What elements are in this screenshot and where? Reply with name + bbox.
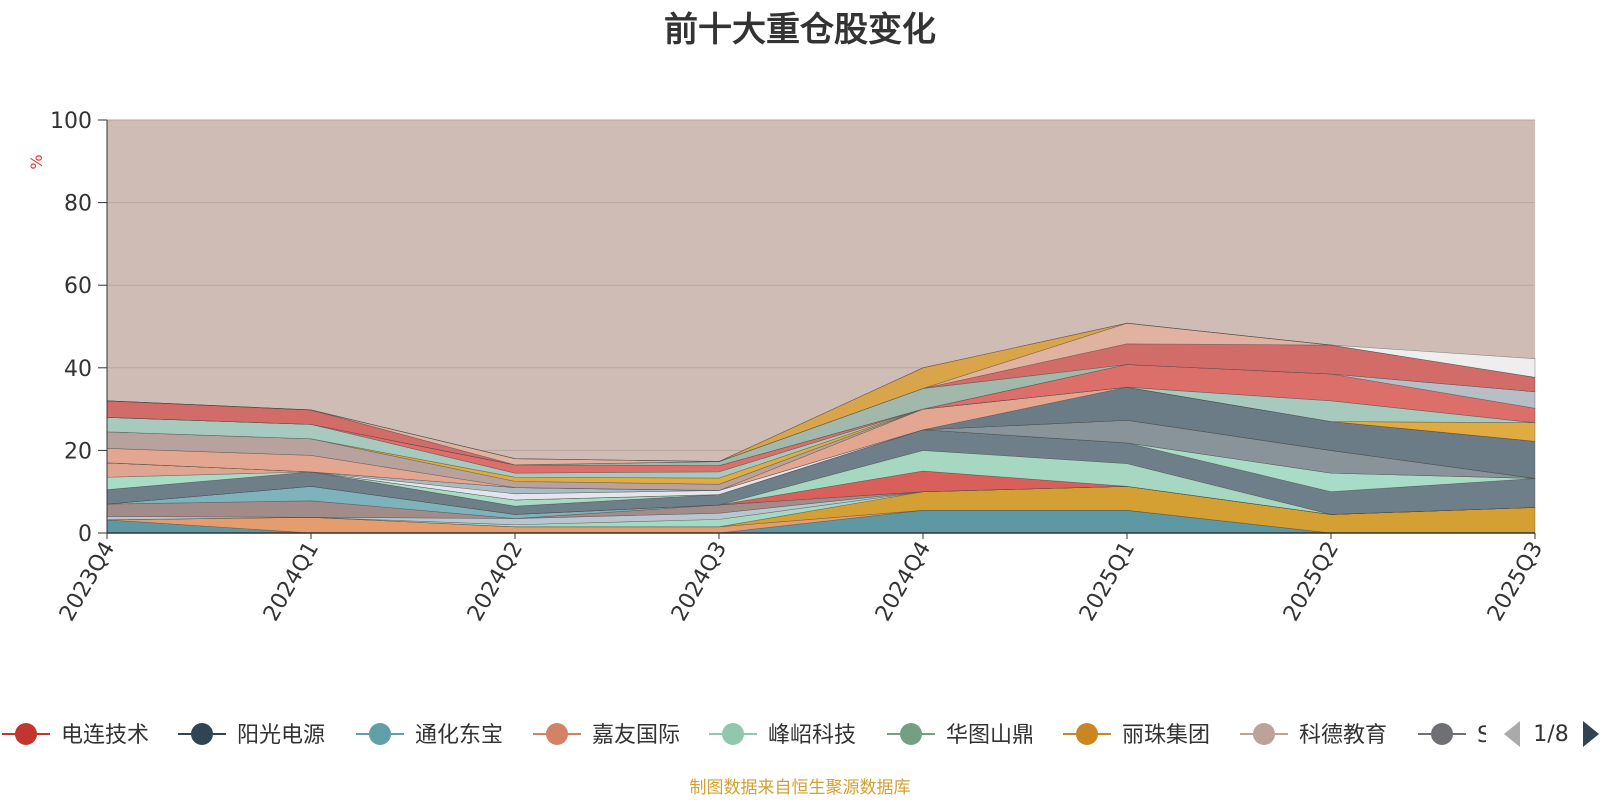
legend-label: 嘉友国际 <box>592 723 680 748</box>
y-tick-label: 40 <box>64 357 92 382</box>
legend-circle-icon <box>546 723 568 745</box>
legend-label: 阳光电源 <box>237 723 325 748</box>
x-tick-label: 2023Q4 <box>55 538 120 626</box>
legend-pager: 1/8 <box>1504 721 1599 747</box>
chart-title: 前十大重仓股变化 <box>664 10 936 50</box>
legend-label: 电连技术 <box>61 723 149 748</box>
y-tick-label: 100 <box>50 109 92 134</box>
x-tick-label: 2024Q3 <box>667 538 732 626</box>
legend-label: 通化东宝 <box>415 723 503 748</box>
legend-label: 华图山鼎 <box>946 723 1034 748</box>
y-tick-label: 20 <box>64 439 92 464</box>
x-tick-labels: 2023Q4 2024Q1 2024Q2 2024Q3 2024Q4 2025Q1 2025… <box>55 533 1548 626</box>
legend-label: 丽珠集团 <box>1122 723 1210 748</box>
x-tick-label: 2024Q2 <box>463 538 528 626</box>
legend-circle-icon <box>722 723 744 745</box>
legend-circle-icon <box>900 723 922 745</box>
legend-prev-icon[interactable] <box>1504 721 1520 747</box>
legend-item[interactable]: 科德教育 <box>1240 723 1387 748</box>
legend-item[interactable]: 嘉友国际 <box>533 723 680 748</box>
legend-circle-icon <box>1253 723 1275 745</box>
axes <box>106 120 1535 534</box>
legend-label: 峰岹科技 <box>768 723 856 748</box>
legend-item[interactable]: S <box>1418 723 1491 748</box>
x-tick-label: 2025Q1 <box>1075 538 1140 626</box>
legend-label: S <box>1477 723 1491 748</box>
x-tick-label: 2024Q1 <box>259 538 324 626</box>
legend-circle-icon <box>15 723 37 745</box>
area-series-s27 <box>106 322 1536 462</box>
x-tick-label: 2024Q4 <box>871 538 936 626</box>
x-tick-label: 2025Q3 <box>1483 538 1548 626</box>
legend-item[interactable]: 丽珠集团 <box>1063 723 1210 748</box>
legend-items: 电连技术 阳光电源 通化东宝 嘉友国际 峰岹科技 华图山鼎 丽珠集团 科德教育 S <box>2 723 1491 748</box>
legend-page-indicator: 1/8 <box>1533 722 1568 747</box>
y-tick-label: 60 <box>64 274 92 299</box>
legend-next-icon[interactable] <box>1583 721 1599 747</box>
legend-circle-icon <box>1431 723 1453 745</box>
y-tick-label: 80 <box>64 192 92 217</box>
legend-item[interactable]: 阳光电源 <box>178 723 325 748</box>
legend-item[interactable]: 通化东宝 <box>356 723 503 748</box>
legend-item[interactable]: 峰岹科技 <box>709 723 856 748</box>
data-source-note: 制图数据来自恒生聚源数据库 <box>689 778 911 798</box>
legend-item[interactable]: 电连技术 <box>2 723 149 748</box>
y-tick-label: 0 <box>78 522 92 547</box>
y-axis-label: % <box>27 154 46 169</box>
legend-label: 科德教育 <box>1299 723 1387 748</box>
legend-circle-icon <box>369 723 391 745</box>
legend-circle-icon <box>1076 723 1098 745</box>
legend-item[interactable]: 华图山鼎 <box>887 723 1034 748</box>
legend-circle-icon <box>191 723 213 745</box>
legend: 电连技术 阳光电源 通化东宝 嘉友国际 峰岹科技 华图山鼎 丽珠集团 科德教育 S <box>2 723 1491 748</box>
y-tick-labels: 0 20 40 60 80 100 <box>50 109 107 547</box>
x-tick-label: 2025Q2 <box>1279 538 1344 626</box>
